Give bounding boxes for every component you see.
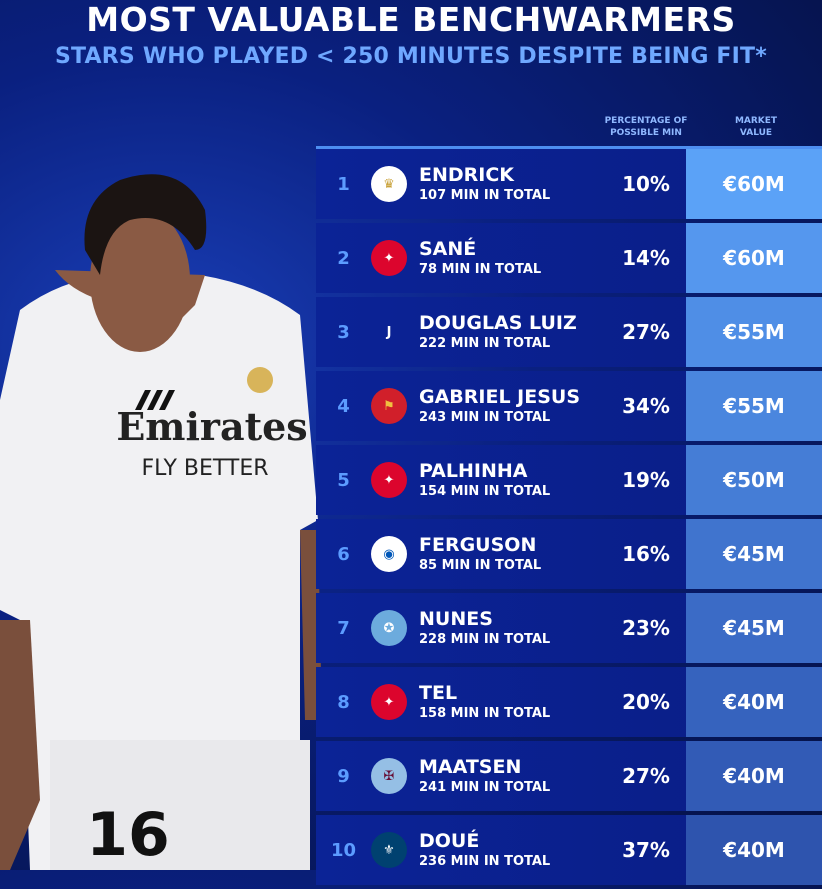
table-row: 8 ✦ TEL 158 MIN IN TOTAL 20% €40M xyxy=(316,667,822,737)
percentage: 23% xyxy=(622,616,670,640)
market-value: €45M xyxy=(686,593,822,663)
column-header-value: MARKET VALUE xyxy=(734,116,778,138)
aston-villa-crest-icon: ✠ xyxy=(371,758,407,794)
market-value: €45M xyxy=(686,519,822,589)
percentage: 20% xyxy=(622,690,670,714)
rank: 4 xyxy=(337,395,350,417)
svg-text:FLY BETTER: FLY BETTER xyxy=(141,456,268,481)
player-minutes: 85 MIN IN TOTAL xyxy=(419,558,542,573)
rank: 10 xyxy=(330,839,357,861)
rank: 6 xyxy=(337,543,350,565)
player-name: GABRIEL JESUS xyxy=(419,386,581,408)
table-row: 9 ✠ MAATSEN 241 MIN IN TOTAL 27% €40M xyxy=(316,741,822,811)
table-row: 1 ♛ ENDRICK 107 MIN IN TOTAL 10% €60M xyxy=(316,149,822,219)
ranking-table: 1 ♛ ENDRICK 107 MIN IN TOTAL 10% €60M 2 ✦… xyxy=(316,146,822,889)
percentage: 34% xyxy=(622,394,670,418)
player-minutes: 78 MIN IN TOTAL xyxy=(419,262,542,277)
psg-crest-icon: ⚜ xyxy=(371,832,407,868)
table-row: 4 ⚑ GABRIEL JESUS 243 MIN IN TOTAL 34% €… xyxy=(316,371,822,441)
real-madrid-crest-icon: ♛ xyxy=(371,166,407,202)
rank: 5 xyxy=(337,469,350,491)
market-value: €50M xyxy=(686,445,822,515)
player-name: SANÉ xyxy=(419,238,477,260)
percentage: 27% xyxy=(622,764,670,788)
shirt-sponsor: Emirates xyxy=(116,404,307,449)
player-name: FERGUSON xyxy=(419,534,537,556)
player-minutes: 236 MIN IN TOTAL xyxy=(419,854,551,869)
table-row: 5 ✦ PALHINHA 154 MIN IN TOTAL 19% €50M xyxy=(316,445,822,515)
player-name: NUNES xyxy=(419,608,493,630)
percentage: 14% xyxy=(622,246,670,270)
table-row: 7 ✪ NUNES 228 MIN IN TOTAL 23% €45M xyxy=(316,593,822,663)
market-value: €40M xyxy=(686,815,822,885)
percentage: 16% xyxy=(622,542,670,566)
rank: 9 xyxy=(337,765,350,787)
player-minutes: 158 MIN IN TOTAL xyxy=(419,706,551,721)
table-row: 6 ◉ FERGUSON 85 MIN IN TOTAL 16% €45M xyxy=(316,519,822,589)
brighton-crest-icon: ◉ xyxy=(371,536,407,572)
rank: 2 xyxy=(337,247,350,269)
market-value: €60M xyxy=(686,149,822,219)
market-value: €55M xyxy=(686,371,822,441)
table-row: 3 J DOUGLAS LUIZ 222 MIN IN TOTAL 27% €5… xyxy=(316,297,822,367)
adidas-logo-icon xyxy=(135,390,175,410)
rank: 8 xyxy=(337,691,350,713)
player-name: ENDRICK xyxy=(419,164,515,186)
player-minutes: 222 MIN IN TOTAL xyxy=(419,336,551,351)
player-name: DOUÉ xyxy=(419,830,480,852)
rank: 3 xyxy=(337,321,350,343)
page-subtitle: STARS WHO PLAYED < 250 MINUTES DESPITE B… xyxy=(55,44,767,69)
page-title: MOST VALUABLE BENCHWARMERS xyxy=(86,0,736,39)
market-value: €55M xyxy=(686,297,822,367)
player-name: PALHINHA xyxy=(419,460,528,482)
table-row: 10 ⚜ DOUÉ 236 MIN IN TOTAL 37% €40M xyxy=(316,815,822,885)
player-name: DOUGLAS LUIZ xyxy=(419,312,577,334)
percentage: 10% xyxy=(622,172,670,196)
percentage: 37% xyxy=(622,838,670,862)
market-value: €40M xyxy=(686,667,822,737)
player-photo: Emirates FLY BETTER 16 xyxy=(0,174,322,870)
rank: 1 xyxy=(337,173,350,195)
bayern-crest-icon: ✦ xyxy=(371,462,407,498)
man-city-crest-icon: ✪ xyxy=(371,610,407,646)
bayern-crest-icon: ✦ xyxy=(371,240,407,276)
real-madrid-crest-icon xyxy=(247,367,273,393)
juventus-crest-icon: J xyxy=(386,324,392,340)
percentage: 19% xyxy=(622,468,670,492)
market-value: €40M xyxy=(686,741,822,811)
rank: 7 xyxy=(337,617,350,639)
arsenal-crest-icon: ⚑ xyxy=(371,388,407,424)
player-minutes: 228 MIN IN TOTAL xyxy=(419,632,551,647)
percentage: 27% xyxy=(622,320,670,344)
market-value: €60M xyxy=(686,223,822,293)
table-row: 2 ✦ SANÉ 78 MIN IN TOTAL 14% €60M xyxy=(316,223,822,293)
player-minutes: 243 MIN IN TOTAL xyxy=(419,410,551,425)
player-minutes: 241 MIN IN TOTAL xyxy=(419,780,551,795)
player-minutes: 107 MIN IN TOTAL xyxy=(419,188,551,203)
bayern-crest-icon: ✦ xyxy=(371,684,407,720)
player-minutes: 154 MIN IN TOTAL xyxy=(419,484,551,499)
shirt-number: 16 xyxy=(86,800,170,870)
player-name: MAATSEN xyxy=(419,756,522,778)
column-header-percentage: PERCENTAGE OF POSSIBLE MIN xyxy=(604,116,688,138)
player-name: TEL xyxy=(419,682,458,704)
